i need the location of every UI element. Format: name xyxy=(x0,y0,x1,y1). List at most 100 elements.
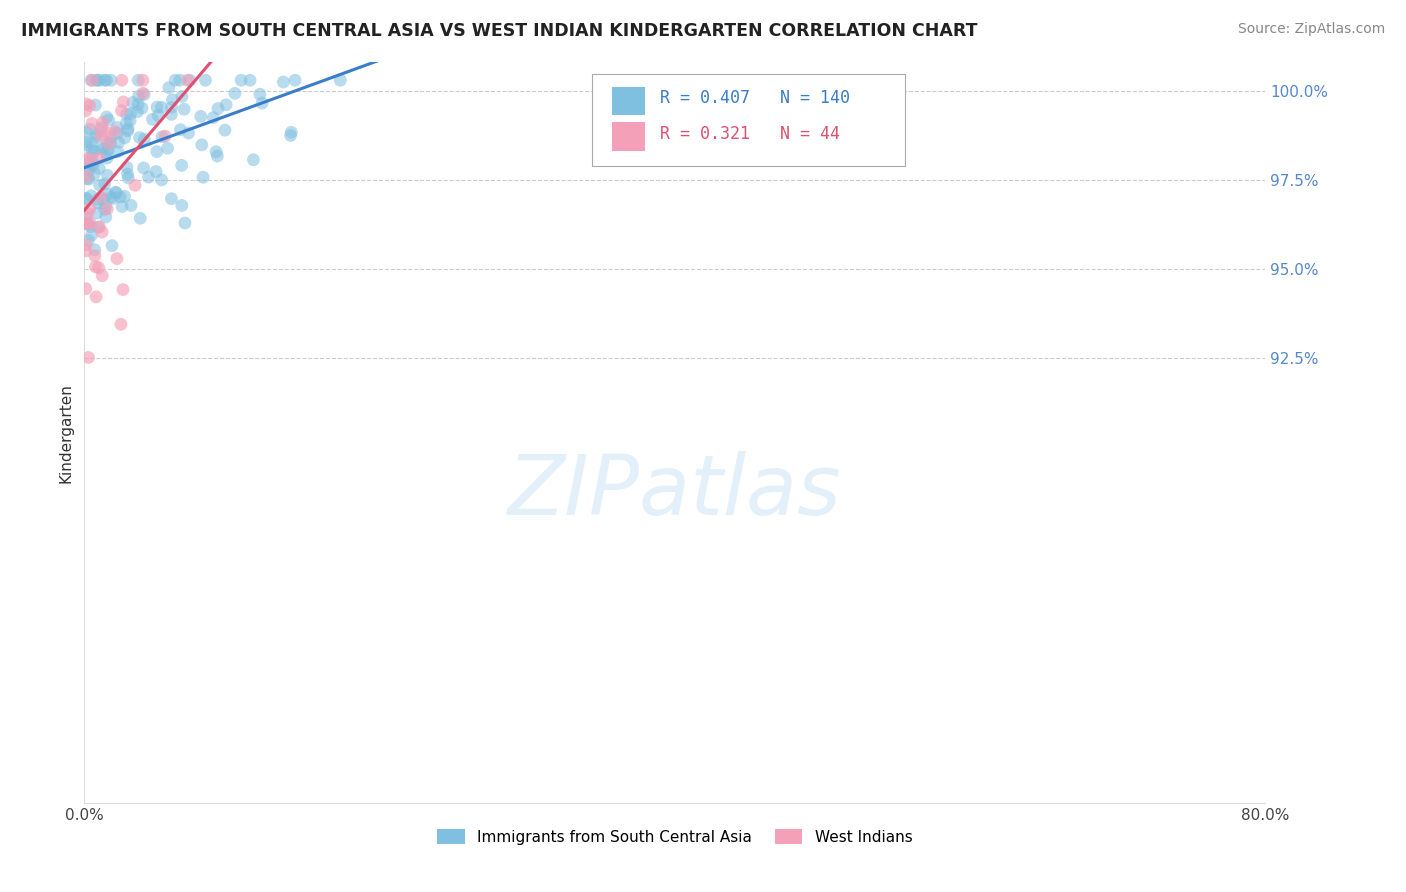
Point xyxy=(284,73,307,87)
Point xyxy=(84,290,107,304)
Point xyxy=(86,73,108,87)
Point xyxy=(105,126,128,140)
Point xyxy=(104,185,127,199)
Point xyxy=(145,164,167,178)
Point xyxy=(79,153,101,167)
Point xyxy=(79,216,101,230)
Point xyxy=(127,104,149,119)
Point xyxy=(93,73,115,87)
Point xyxy=(96,151,118,165)
Point xyxy=(150,100,173,114)
Point xyxy=(205,145,228,159)
Point xyxy=(91,268,114,283)
Point xyxy=(105,252,128,266)
Point xyxy=(97,143,120,157)
Point xyxy=(156,141,179,155)
Point xyxy=(177,73,200,87)
Point xyxy=(191,170,214,185)
Point xyxy=(79,219,101,234)
Point xyxy=(194,73,217,87)
Point xyxy=(90,190,112,204)
Point xyxy=(239,73,262,87)
Y-axis label: Kindergarten: Kindergarten xyxy=(58,383,73,483)
Point xyxy=(134,132,156,146)
Point xyxy=(75,237,97,252)
Point xyxy=(97,113,120,128)
Point xyxy=(89,73,111,87)
Point xyxy=(100,136,122,151)
Point xyxy=(82,158,104,172)
Point xyxy=(84,98,107,112)
Point xyxy=(96,202,118,216)
Point xyxy=(117,167,139,181)
Point xyxy=(160,192,183,206)
Point xyxy=(75,135,97,149)
Point xyxy=(97,187,120,202)
Point xyxy=(207,102,229,116)
Point xyxy=(117,121,139,136)
Point xyxy=(165,73,187,87)
Point xyxy=(94,210,117,224)
Point xyxy=(96,145,118,160)
Point xyxy=(174,216,197,230)
Point xyxy=(114,130,136,145)
Point xyxy=(91,192,114,206)
Point xyxy=(87,220,110,235)
Point xyxy=(111,283,134,297)
Point xyxy=(129,211,152,226)
Point xyxy=(100,130,122,145)
Legend: Immigrants from South Central Asia, West Indians: Immigrants from South Central Asia, West… xyxy=(432,822,918,851)
Point xyxy=(111,200,134,214)
Point xyxy=(79,98,101,112)
Point xyxy=(80,136,103,150)
Point xyxy=(128,130,150,145)
Point xyxy=(89,178,111,192)
Point xyxy=(75,125,97,139)
Point xyxy=(131,101,153,115)
Point xyxy=(202,111,225,125)
Text: ZIPatlas: ZIPatlas xyxy=(508,451,842,533)
Point xyxy=(80,227,103,242)
Point xyxy=(117,124,139,138)
Point xyxy=(75,210,97,224)
Point xyxy=(150,173,173,187)
Point xyxy=(91,225,114,239)
Point xyxy=(110,190,132,204)
Point xyxy=(120,106,142,120)
Point xyxy=(79,202,101,216)
Point xyxy=(177,126,200,140)
Point xyxy=(76,172,98,186)
Point xyxy=(105,186,128,200)
Point xyxy=(94,199,117,213)
Point xyxy=(115,161,138,175)
Point xyxy=(76,152,98,166)
Point xyxy=(104,124,127,138)
Point xyxy=(132,73,155,87)
Point xyxy=(111,73,134,87)
Point xyxy=(75,103,97,118)
Point xyxy=(250,96,273,111)
Point xyxy=(146,100,169,114)
Point xyxy=(80,147,103,161)
FancyBboxPatch shape xyxy=(592,73,905,166)
Point xyxy=(329,73,352,87)
Point xyxy=(96,126,118,140)
Point xyxy=(83,167,105,181)
Point xyxy=(120,113,142,128)
Point xyxy=(96,169,118,183)
Point xyxy=(153,129,176,144)
Point xyxy=(76,169,98,184)
Point xyxy=(169,73,191,87)
Point xyxy=(90,120,112,135)
Point xyxy=(89,219,111,234)
Point xyxy=(170,89,193,103)
Point xyxy=(128,89,150,103)
Point xyxy=(191,137,214,152)
Point xyxy=(173,102,195,116)
Point xyxy=(249,87,271,102)
Point xyxy=(93,142,115,156)
Point xyxy=(120,198,142,212)
Point xyxy=(127,73,149,87)
Point xyxy=(190,110,212,124)
Point xyxy=(75,282,97,296)
